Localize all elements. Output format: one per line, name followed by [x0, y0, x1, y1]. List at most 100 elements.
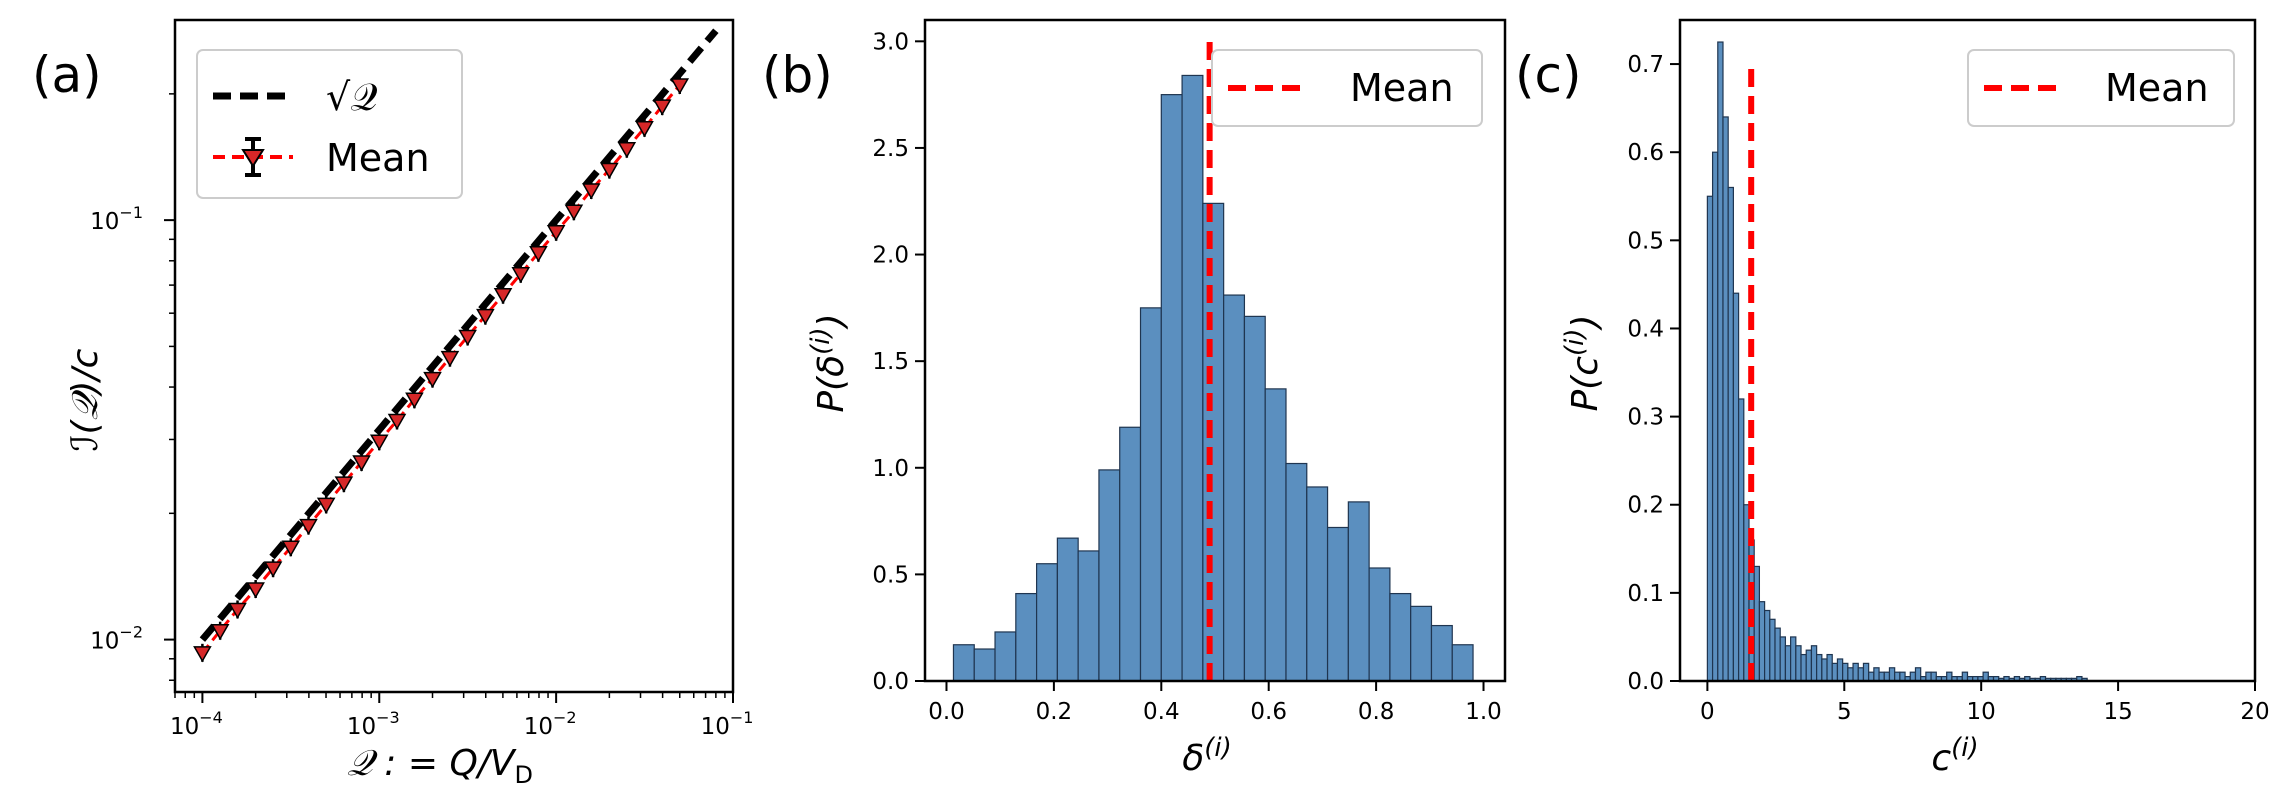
y-tick-label: 1.5 [872, 349, 909, 375]
histogram-bar [1119, 426, 1142, 682]
mean-point [210, 623, 230, 641]
panel-c-plot-area: 0 5 10 15 20 0.0 0.1 0.2 0.3 0.4 0.5 0.6 0.7 [1627, 18, 2270, 725]
panel-b-plot-area: 0.0 0.2 0.4 0.6 0.8 1.0 0.0 0.5 1.0 1.5 2.0 2.5 3.0 [872, 18, 1507, 725]
histogram-bar [1888, 667, 1896, 682]
x-tick-label: 10−2 [524, 708, 577, 740]
histogram-bar [1764, 609, 1771, 682]
mean-point [281, 540, 301, 557]
histogram-bar [994, 631, 1017, 682]
y-tick-label: 1.0 [872, 456, 909, 482]
legend-sqrt-label: √𝒬 [326, 75, 378, 119]
mean-point [617, 141, 637, 159]
panel-a-ylabel: ℐ(𝒬)/c [65, 348, 106, 451]
x-tick-label: 0.4 [1143, 699, 1180, 725]
histogram-bar [1816, 653, 1823, 682]
histogram-bar [1925, 671, 1932, 682]
histogram-bar [1326, 526, 1349, 682]
x-tick-label: 10 [1967, 699, 1996, 725]
histogram-bar [1160, 94, 1183, 682]
histogram-bar [1410, 605, 1433, 682]
y-tick-label: 0.5 [1627, 228, 1664, 254]
panel-b-label: (b) [762, 46, 833, 104]
histogram-bar [1894, 671, 1901, 682]
panel-b-legend-label: Mean [1350, 66, 1454, 110]
x-tick-label: 20 [2240, 699, 2269, 725]
mean-point [316, 497, 336, 514]
histogram-bar [1961, 671, 1969, 682]
histogram-bar [1857, 667, 1865, 682]
y-tick-label: 0.0 [1627, 669, 1664, 695]
mean-point [299, 518, 318, 536]
panel-a: (a) 10−4 10−3 10−2 10−110−210−1 𝒬 : = Q/VD … [32, 18, 754, 789]
mean-point [581, 183, 601, 200]
histogram-bar [1982, 671, 1989, 682]
histogram-bar [1800, 653, 1807, 682]
panel-a-xlabel: 𝒬 : = Q/VD [347, 743, 533, 789]
histogram-bar [1826, 653, 1833, 682]
y-tick-label: 0.3 [1627, 405, 1664, 431]
x-tick-label: 0.2 [1036, 699, 1073, 725]
y-tick-label: 3.0 [872, 29, 909, 55]
histogram-bar [1306, 486, 1329, 682]
x-tick-label: 5 [1837, 699, 1852, 725]
panel-a-legend-frame [196, 49, 463, 199]
mean-point [493, 287, 513, 305]
histogram-bar [1836, 658, 1844, 682]
mean-point [193, 646, 212, 663]
histogram-bar [1727, 186, 1734, 682]
panel-a-plot-area: 10−4 10−3 10−2 10−1 10−2 10−1 [90, 18, 754, 740]
panel-b-xlabel: δ(i) [1182, 733, 1232, 779]
mean-point [670, 78, 690, 95]
panel-c: (c) 0 5 10 15 20 0.0 0.1 0.2 0.3 0.4 0.5 0.6 0.7 c(i… [1515, 18, 2270, 779]
x-tick-label: 0.0 [928, 699, 965, 725]
mean-point [564, 204, 584, 221]
y-tick-label: 0.4 [1627, 316, 1664, 342]
legend-mean-marker [241, 149, 265, 168]
histogram-bar [1139, 307, 1162, 682]
histogram-bar [1181, 74, 1204, 682]
mean-point [405, 392, 424, 409]
mean-point [458, 329, 477, 346]
histogram-bar [1753, 565, 1761, 682]
panel-b-legend: Mean [1211, 49, 1483, 127]
histogram-bar [1774, 627, 1781, 682]
histogram-bar [1810, 645, 1818, 682]
mean-point [440, 350, 460, 368]
histogram-bar [1842, 662, 1849, 682]
y-tick-label: 0.5 [872, 562, 909, 588]
mean-series-line [201, 84, 681, 654]
histogram-bar [1737, 398, 1745, 682]
sqrt-reference-line [199, 28, 719, 642]
histogram-bar [1035, 563, 1058, 682]
histogram-bar [1847, 667, 1854, 682]
histogram-bar [1795, 645, 1802, 682]
mean-point [546, 225, 566, 242]
histogram-bar [1717, 41, 1724, 682]
panel-b-ylabel: P(δ(i)) [806, 313, 852, 412]
histogram-bar [1202, 202, 1225, 682]
panel-c-legend: Mean [1967, 49, 2235, 127]
histogram-bar [1430, 624, 1453, 682]
mean-point [529, 246, 548, 263]
histogram-bar [1451, 644, 1474, 682]
panel-a-legend: √𝒬 Mean [196, 49, 463, 199]
x-tick-label: 10−3 [347, 708, 400, 740]
x-tick-label: 0 [1700, 699, 1715, 725]
histogram-bar [1805, 649, 1813, 682]
histogram-bar [1831, 662, 1839, 682]
panel-c-ylabel: P(c(i)) [1560, 314, 1606, 411]
histogram-bar [1883, 671, 1891, 682]
panel-a-label: (a) [32, 46, 102, 104]
mean-point [476, 308, 495, 326]
histogram-bar [1862, 662, 1870, 682]
panel-c-label: (c) [1515, 46, 1582, 104]
x-tick-label: 10−1 [701, 708, 754, 740]
histogram-bar [973, 648, 996, 682]
mean-point [423, 371, 442, 389]
histogram-bar [1347, 501, 1370, 682]
y-tick-label: 0.1 [1627, 581, 1664, 607]
x-tick-label: 10−4 [170, 708, 223, 740]
histogram-bar [1790, 636, 1797, 682]
y-tick-label: 10−2 [90, 623, 143, 655]
